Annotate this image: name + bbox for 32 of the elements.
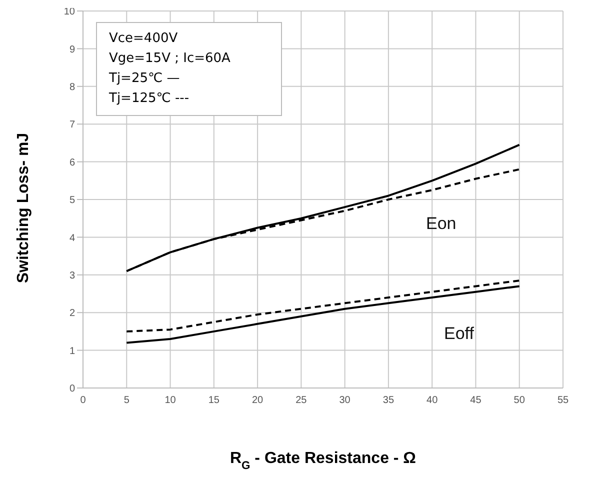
x-tick-label: 30 — [339, 395, 351, 406]
y-tick-label: 0 — [69, 384, 76, 395]
x-tick-label: 45 — [470, 395, 482, 406]
y-tick-label: 5 — [69, 195, 76, 206]
y-axis-title: Switching Loss- mJ — [15, 132, 32, 284]
x-tick-label: 25 — [296, 395, 308, 406]
annotation: Tj=25℃ — — [109, 70, 181, 88]
x-tick-label: 50 — [514, 395, 526, 406]
x-tick-label: 0 — [80, 395, 86, 406]
y-tick-label: 8 — [69, 82, 76, 93]
y-tick-label: 3 — [69, 270, 76, 282]
annotation: Tj=125℃ --- — [109, 90, 190, 108]
x-tick-label: 35 — [382, 395, 394, 406]
y-tick-label: 9 — [69, 44, 76, 56]
line-series — [126, 285, 520, 344]
x-tick-label: 15 — [208, 395, 220, 406]
x-tick-label: 5 — [124, 395, 130, 406]
annotation: Eon — [426, 214, 456, 234]
y-tick-label: 1 — [69, 346, 76, 357]
y-tick-label: 7 — [69, 120, 76, 131]
y-tick-label: 2 — [69, 308, 76, 320]
y-tick-label: 4 — [69, 232, 76, 244]
x-tick-label: 10 — [164, 395, 176, 406]
x-axis-title: R$_{G}$ - Gate Resistance - Ω — [230, 450, 416, 472]
annotation: Vce=400V — [109, 30, 179, 48]
x-tick-label: 40 — [426, 395, 438, 406]
annotation: Eoff — [444, 324, 474, 344]
y-tick-label: 6 — [69, 157, 76, 168]
y-tick-label: 10 — [64, 6, 76, 18]
x-tick-label: 20 — [252, 395, 264, 406]
x-tick-label: 55 — [557, 395, 569, 406]
annotation: Vge=15V ; Ic=60A — [109, 50, 232, 68]
